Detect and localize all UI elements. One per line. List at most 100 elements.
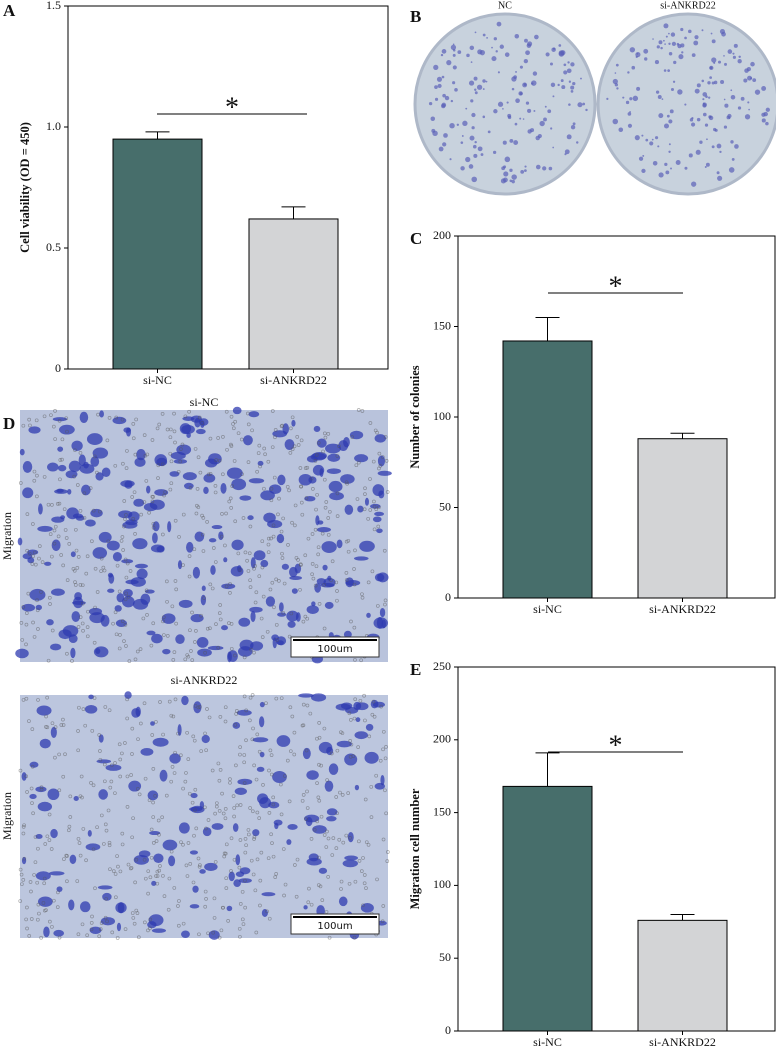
- pore: [217, 809, 222, 813]
- pore: [103, 822, 108, 827]
- pore: [224, 842, 229, 847]
- pore: [245, 558, 249, 563]
- pore: [346, 791, 351, 796]
- cell: [326, 468, 341, 474]
- colony-dot: [732, 52, 735, 55]
- pore: [131, 422, 136, 426]
- cell: [177, 560, 183, 570]
- pore: [56, 534, 61, 539]
- pore: [153, 793, 157, 798]
- pore: [124, 513, 128, 517]
- pore: [80, 621, 85, 626]
- pore: [187, 791, 192, 796]
- pore: [352, 567, 356, 571]
- pore: [362, 873, 367, 877]
- cell: [340, 474, 355, 484]
- cell: [48, 871, 65, 876]
- pore: [213, 860, 218, 864]
- pore: [120, 417, 125, 422]
- pore: [224, 886, 229, 890]
- cell: [71, 611, 81, 623]
- cell: [197, 648, 212, 657]
- colony-dot: [563, 70, 568, 75]
- cell: [133, 854, 149, 865]
- pore: [379, 704, 384, 709]
- pore: [92, 696, 97, 700]
- pore: [380, 455, 385, 459]
- colony-dot: [634, 135, 640, 141]
- colony-dot: [570, 85, 575, 90]
- pore: [136, 737, 140, 742]
- pore: [111, 621, 115, 626]
- pore: [242, 694, 247, 699]
- pore: [46, 502, 51, 507]
- side-label: Migration: [0, 512, 14, 560]
- cell: [353, 556, 369, 561]
- pore: [187, 554, 192, 558]
- bar: [248, 218, 339, 370]
- colony-dot: [501, 166, 506, 171]
- pore: [213, 811, 217, 816]
- cell: [67, 488, 72, 495]
- pore: [81, 601, 85, 606]
- pore: [117, 742, 122, 747]
- pore: [116, 864, 120, 869]
- cell: [29, 588, 46, 601]
- pore: [45, 695, 49, 700]
- colony-dot: [474, 88, 477, 91]
- colony-dot: [713, 80, 718, 85]
- pore: [124, 575, 129, 580]
- pore: [292, 730, 297, 735]
- pore: [60, 437, 65, 442]
- bar: [637, 919, 728, 1032]
- cell: [277, 612, 287, 617]
- colony-dot: [566, 134, 572, 140]
- pore: [155, 874, 160, 878]
- cell: [374, 434, 387, 443]
- pore: [348, 755, 353, 759]
- pore: [30, 727, 35, 732]
- colony-dot: [724, 62, 727, 66]
- cell: [306, 770, 319, 780]
- colony-dot: [728, 167, 735, 173]
- pore: [216, 645, 221, 650]
- cell: [84, 705, 98, 714]
- cell: [21, 772, 27, 781]
- colony-dot: [497, 71, 500, 74]
- pore: [361, 856, 365, 860]
- pore: [146, 891, 150, 896]
- pore: [91, 847, 96, 852]
- pore: [366, 842, 371, 847]
- y-tick-label: 0: [445, 590, 451, 604]
- pore: [281, 610, 286, 615]
- colony-dot: [705, 162, 710, 167]
- pore: [385, 490, 390, 494]
- colony-dot: [515, 70, 517, 73]
- cell: [289, 575, 303, 580]
- pore: [120, 842, 125, 847]
- colony-dot: [477, 146, 483, 152]
- cell: [51, 588, 65, 596]
- pore: [102, 842, 106, 846]
- pore: [243, 550, 248, 555]
- cell: [364, 497, 369, 506]
- cell: [316, 578, 327, 585]
- pore: [151, 815, 156, 819]
- pore: [48, 602, 52, 606]
- cell: [122, 596, 135, 608]
- colony-dot: [444, 95, 450, 101]
- pore: [307, 886, 311, 891]
- pore: [28, 423, 32, 428]
- cell: [57, 464, 67, 472]
- x-tick-label: si-NC: [533, 1035, 562, 1049]
- cell: [134, 457, 146, 467]
- pore: [219, 534, 224, 539]
- pore: [118, 869, 123, 874]
- pore: [368, 508, 373, 512]
- cell: [85, 843, 101, 851]
- pore: [88, 486, 93, 490]
- pore: [238, 838, 243, 842]
- pore: [283, 774, 287, 778]
- colony-dot: [524, 165, 527, 168]
- colony-dot: [530, 128, 535, 133]
